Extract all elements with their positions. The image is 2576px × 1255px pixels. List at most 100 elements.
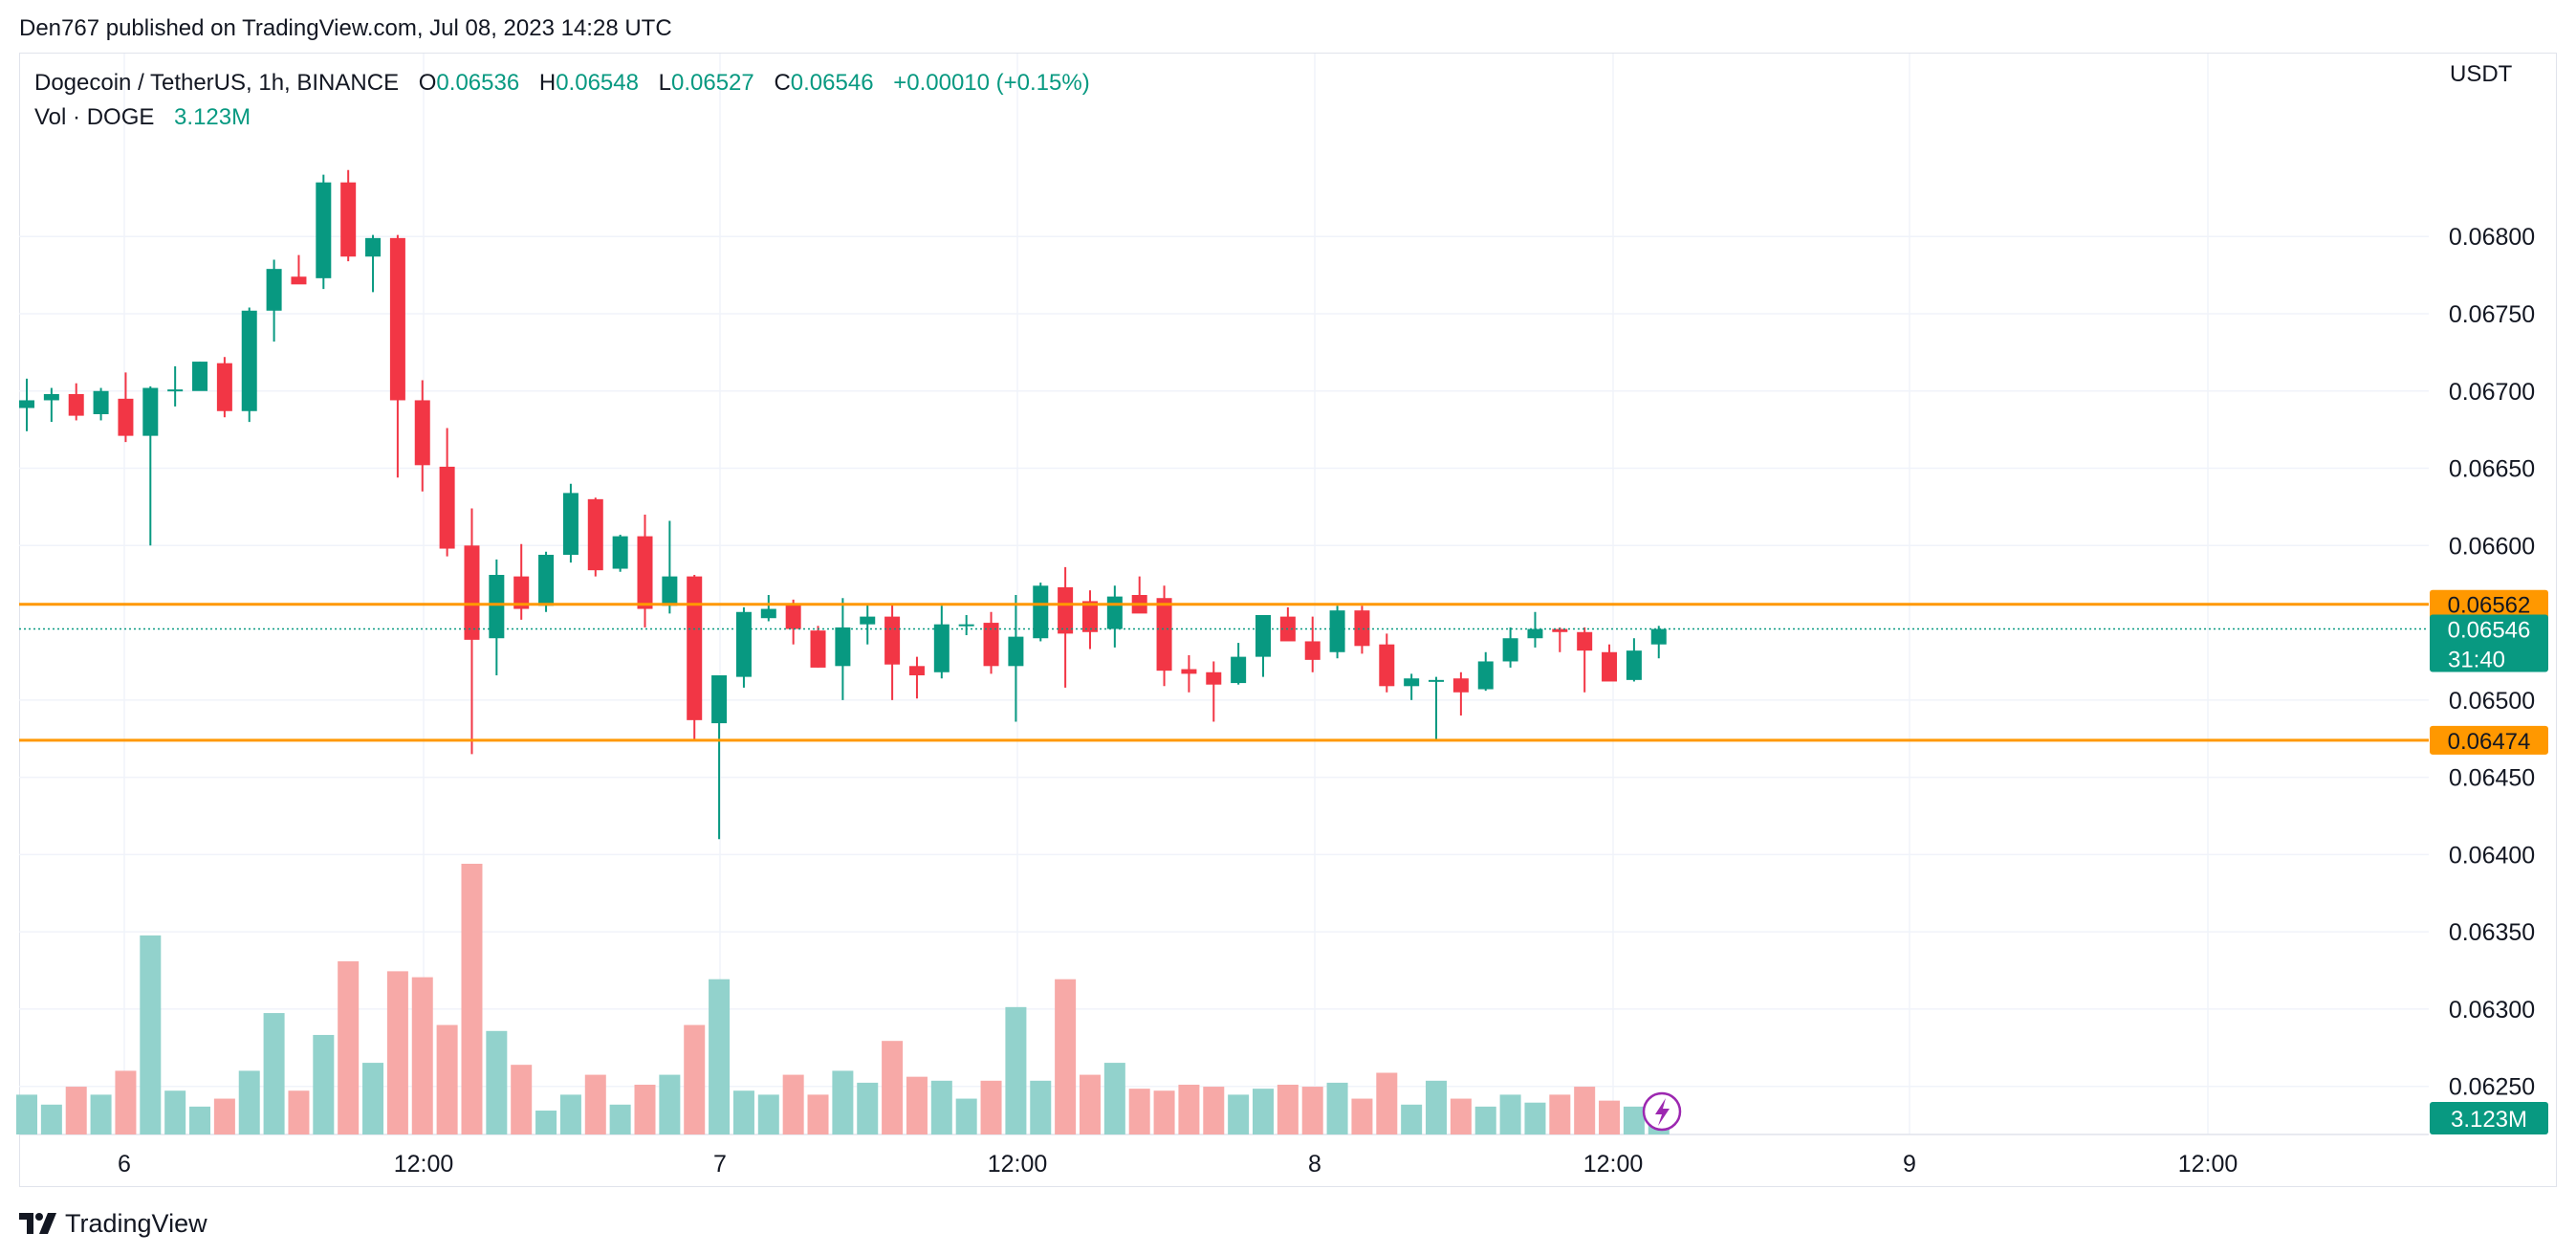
candle <box>785 599 801 645</box>
time-tick-label: 12:00 <box>1583 1151 1644 1178</box>
candle <box>19 378 34 431</box>
volume-bar <box>1153 1090 1175 1134</box>
volume-bar <box>1079 1074 1101 1134</box>
candle-body <box>1255 615 1271 657</box>
candle-body <box>760 608 776 619</box>
candle-body <box>711 675 728 724</box>
candle <box>587 497 603 577</box>
volume-bar <box>40 1104 62 1134</box>
close-label: C <box>774 70 791 96</box>
candle <box>43 387 59 423</box>
time-axis: 6 12:00 7 12:00 8 12:00 9 12:00 <box>118 1151 2238 1178</box>
candle-body <box>687 576 703 720</box>
price-tick-label: 0.06300 <box>2449 997 2535 1024</box>
candle <box>1279 606 1296 642</box>
candle-body <box>637 536 653 609</box>
candle <box>860 604 876 645</box>
candle-body <box>316 182 332 278</box>
candle-body <box>489 575 505 639</box>
candle-body <box>414 400 430 466</box>
candle <box>340 169 357 262</box>
candle <box>662 520 678 614</box>
volume-bar <box>1326 1082 1348 1134</box>
volume-bar <box>189 1106 211 1134</box>
volume-bar <box>1599 1100 1621 1134</box>
candle-body <box>1231 656 1247 684</box>
candle-body <box>1304 641 1321 660</box>
volume-bar <box>1253 1089 1274 1134</box>
volume-bar <box>1103 1063 1125 1134</box>
candle <box>1131 576 1147 614</box>
candle <box>810 626 826 668</box>
time-tick-label: 9 <box>1903 1151 1916 1178</box>
low-label: L <box>658 70 671 96</box>
volume-bars <box>16 864 1670 1134</box>
level-tag <box>2430 589 2548 619</box>
volume-bar <box>1426 1080 1448 1134</box>
volume-bar <box>486 1030 508 1134</box>
volume-bar <box>115 1070 137 1134</box>
candle <box>1329 605 1345 659</box>
candle-body <box>19 400 34 408</box>
candle-body <box>1329 610 1345 652</box>
tradingview-footer[interactable]: TradingView <box>19 1207 207 1240</box>
candle <box>68 383 84 421</box>
volume-bar <box>757 1094 779 1134</box>
candle <box>1304 616 1321 672</box>
volume-bar <box>511 1065 533 1134</box>
volume-bar <box>980 1080 1002 1134</box>
candle-body <box>958 624 974 627</box>
candle <box>1156 585 1172 687</box>
candle <box>933 605 950 679</box>
candle-body <box>1552 628 1568 632</box>
volume-label[interactable]: Vol · DOGE <box>34 104 155 130</box>
candle-body <box>1008 636 1024 667</box>
horizontal-levels: 0.06562 0.06474 0.06546 31:40 3.123M <box>19 589 2548 1134</box>
candle <box>464 508 480 755</box>
volume-bar <box>807 1094 829 1134</box>
price-tick-label: 0.06700 <box>2449 379 2535 406</box>
volume-tag <box>2430 1102 2548 1134</box>
candle <box>562 483 579 563</box>
currency-label[interactable]: USDT <box>2450 61 2513 87</box>
candle-body <box>1081 601 1098 632</box>
symbol-title[interactable]: Dogecoin / TetherUS, 1h, BINANCE <box>34 70 400 96</box>
candle <box>1058 566 1074 688</box>
candle-body <box>118 398 134 436</box>
candle-body <box>192 362 208 391</box>
candle-body <box>1429 679 1445 682</box>
volume-tag-label: 3.123M <box>2451 1107 2527 1133</box>
candle-body <box>860 616 876 625</box>
volume-bar <box>1301 1087 1323 1134</box>
candle-body <box>1527 628 1543 639</box>
volume-bar <box>857 1082 879 1134</box>
candle-body <box>908 666 925 675</box>
candle-body <box>538 555 555 606</box>
volume-bar <box>634 1084 656 1134</box>
volume-bar <box>684 1024 706 1134</box>
candle <box>1231 643 1247 685</box>
volume-bar <box>930 1080 952 1134</box>
candle <box>365 234 382 293</box>
volume-bar <box>1005 1006 1027 1134</box>
time-tick-label: 8 <box>1308 1151 1321 1178</box>
volume-bar <box>1376 1072 1398 1134</box>
candles <box>19 169 1667 840</box>
candle <box>316 174 332 290</box>
volume-bar <box>263 1013 285 1134</box>
candle-body <box>1354 610 1370 647</box>
candle-body <box>785 604 801 629</box>
volume-bar <box>338 960 360 1134</box>
footer-brand: TradingView <box>65 1208 207 1238</box>
chart-frame[interactable] <box>19 53 2557 1187</box>
candle-body <box>1577 631 1593 651</box>
volume-bar <box>1499 1094 1521 1134</box>
price-tick-label: 0.06500 <box>2449 688 2535 715</box>
volume-bar <box>535 1111 557 1134</box>
snapshot-icon[interactable] <box>1642 1091 1682 1132</box>
candle <box>637 515 653 628</box>
candle <box>884 604 901 700</box>
candle-body <box>735 611 752 677</box>
open-value: 0.06536 <box>436 70 520 96</box>
